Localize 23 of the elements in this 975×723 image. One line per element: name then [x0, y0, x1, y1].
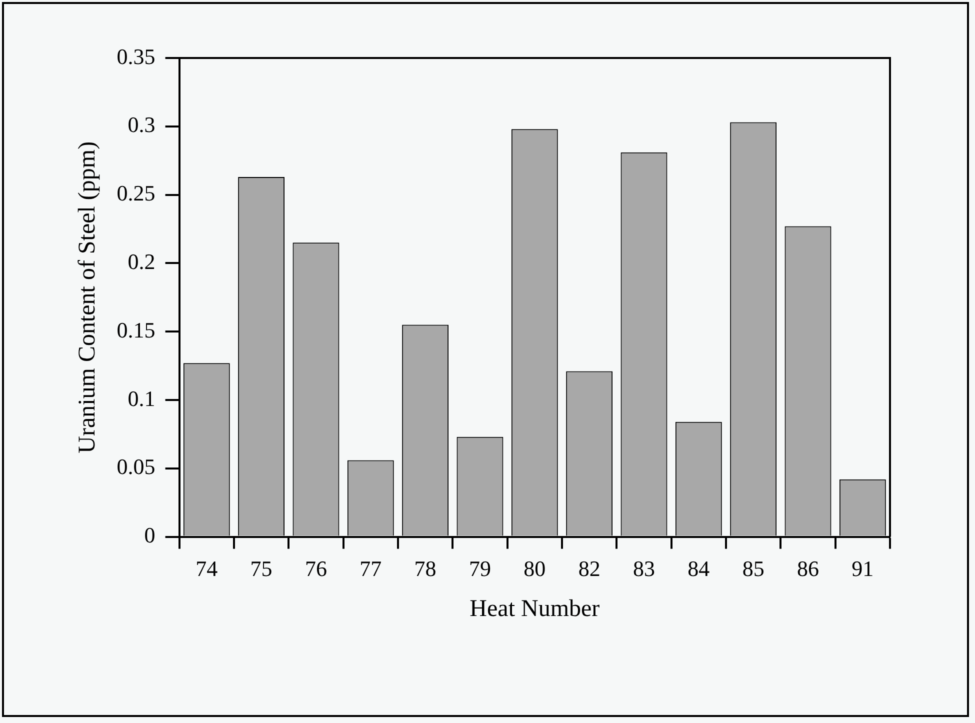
x-tick-label: 75	[250, 556, 272, 581]
y-tick-label: 0	[144, 522, 156, 548]
x-tick-label: 74	[196, 556, 218, 581]
x-tick-label: 78	[414, 556, 436, 581]
y-tick-label: 0.3	[128, 112, 156, 138]
x-tick-label: 86	[796, 556, 819, 581]
y-tick-label: 0.15	[116, 317, 156, 342]
x-tick-label: 80	[524, 556, 546, 581]
y-tick-label: 0.1	[128, 386, 156, 411]
y-tick-label: 0.2	[128, 248, 156, 274]
y-tick-label: 0.25	[116, 180, 156, 206]
x-tick-label: 83	[632, 556, 655, 581]
y-tick-label: 0.05	[116, 454, 156, 480]
x-axis-title: Heat Number	[470, 596, 600, 622]
x-tick-label: 91	[852, 556, 874, 581]
y-axis-title: Uranium Content of Steel (ppm)	[74, 141, 101, 454]
x-tick-label: 77	[360, 556, 382, 581]
x-tick-label: 76	[304, 556, 327, 581]
y-tick-label: 0.35	[116, 44, 156, 69]
x-tick-label: 84	[688, 556, 710, 581]
x-tick-label: 79	[468, 556, 491, 581]
x-tick-label: 82	[578, 556, 600, 581]
x-tick-label: 85	[742, 556, 764, 581]
